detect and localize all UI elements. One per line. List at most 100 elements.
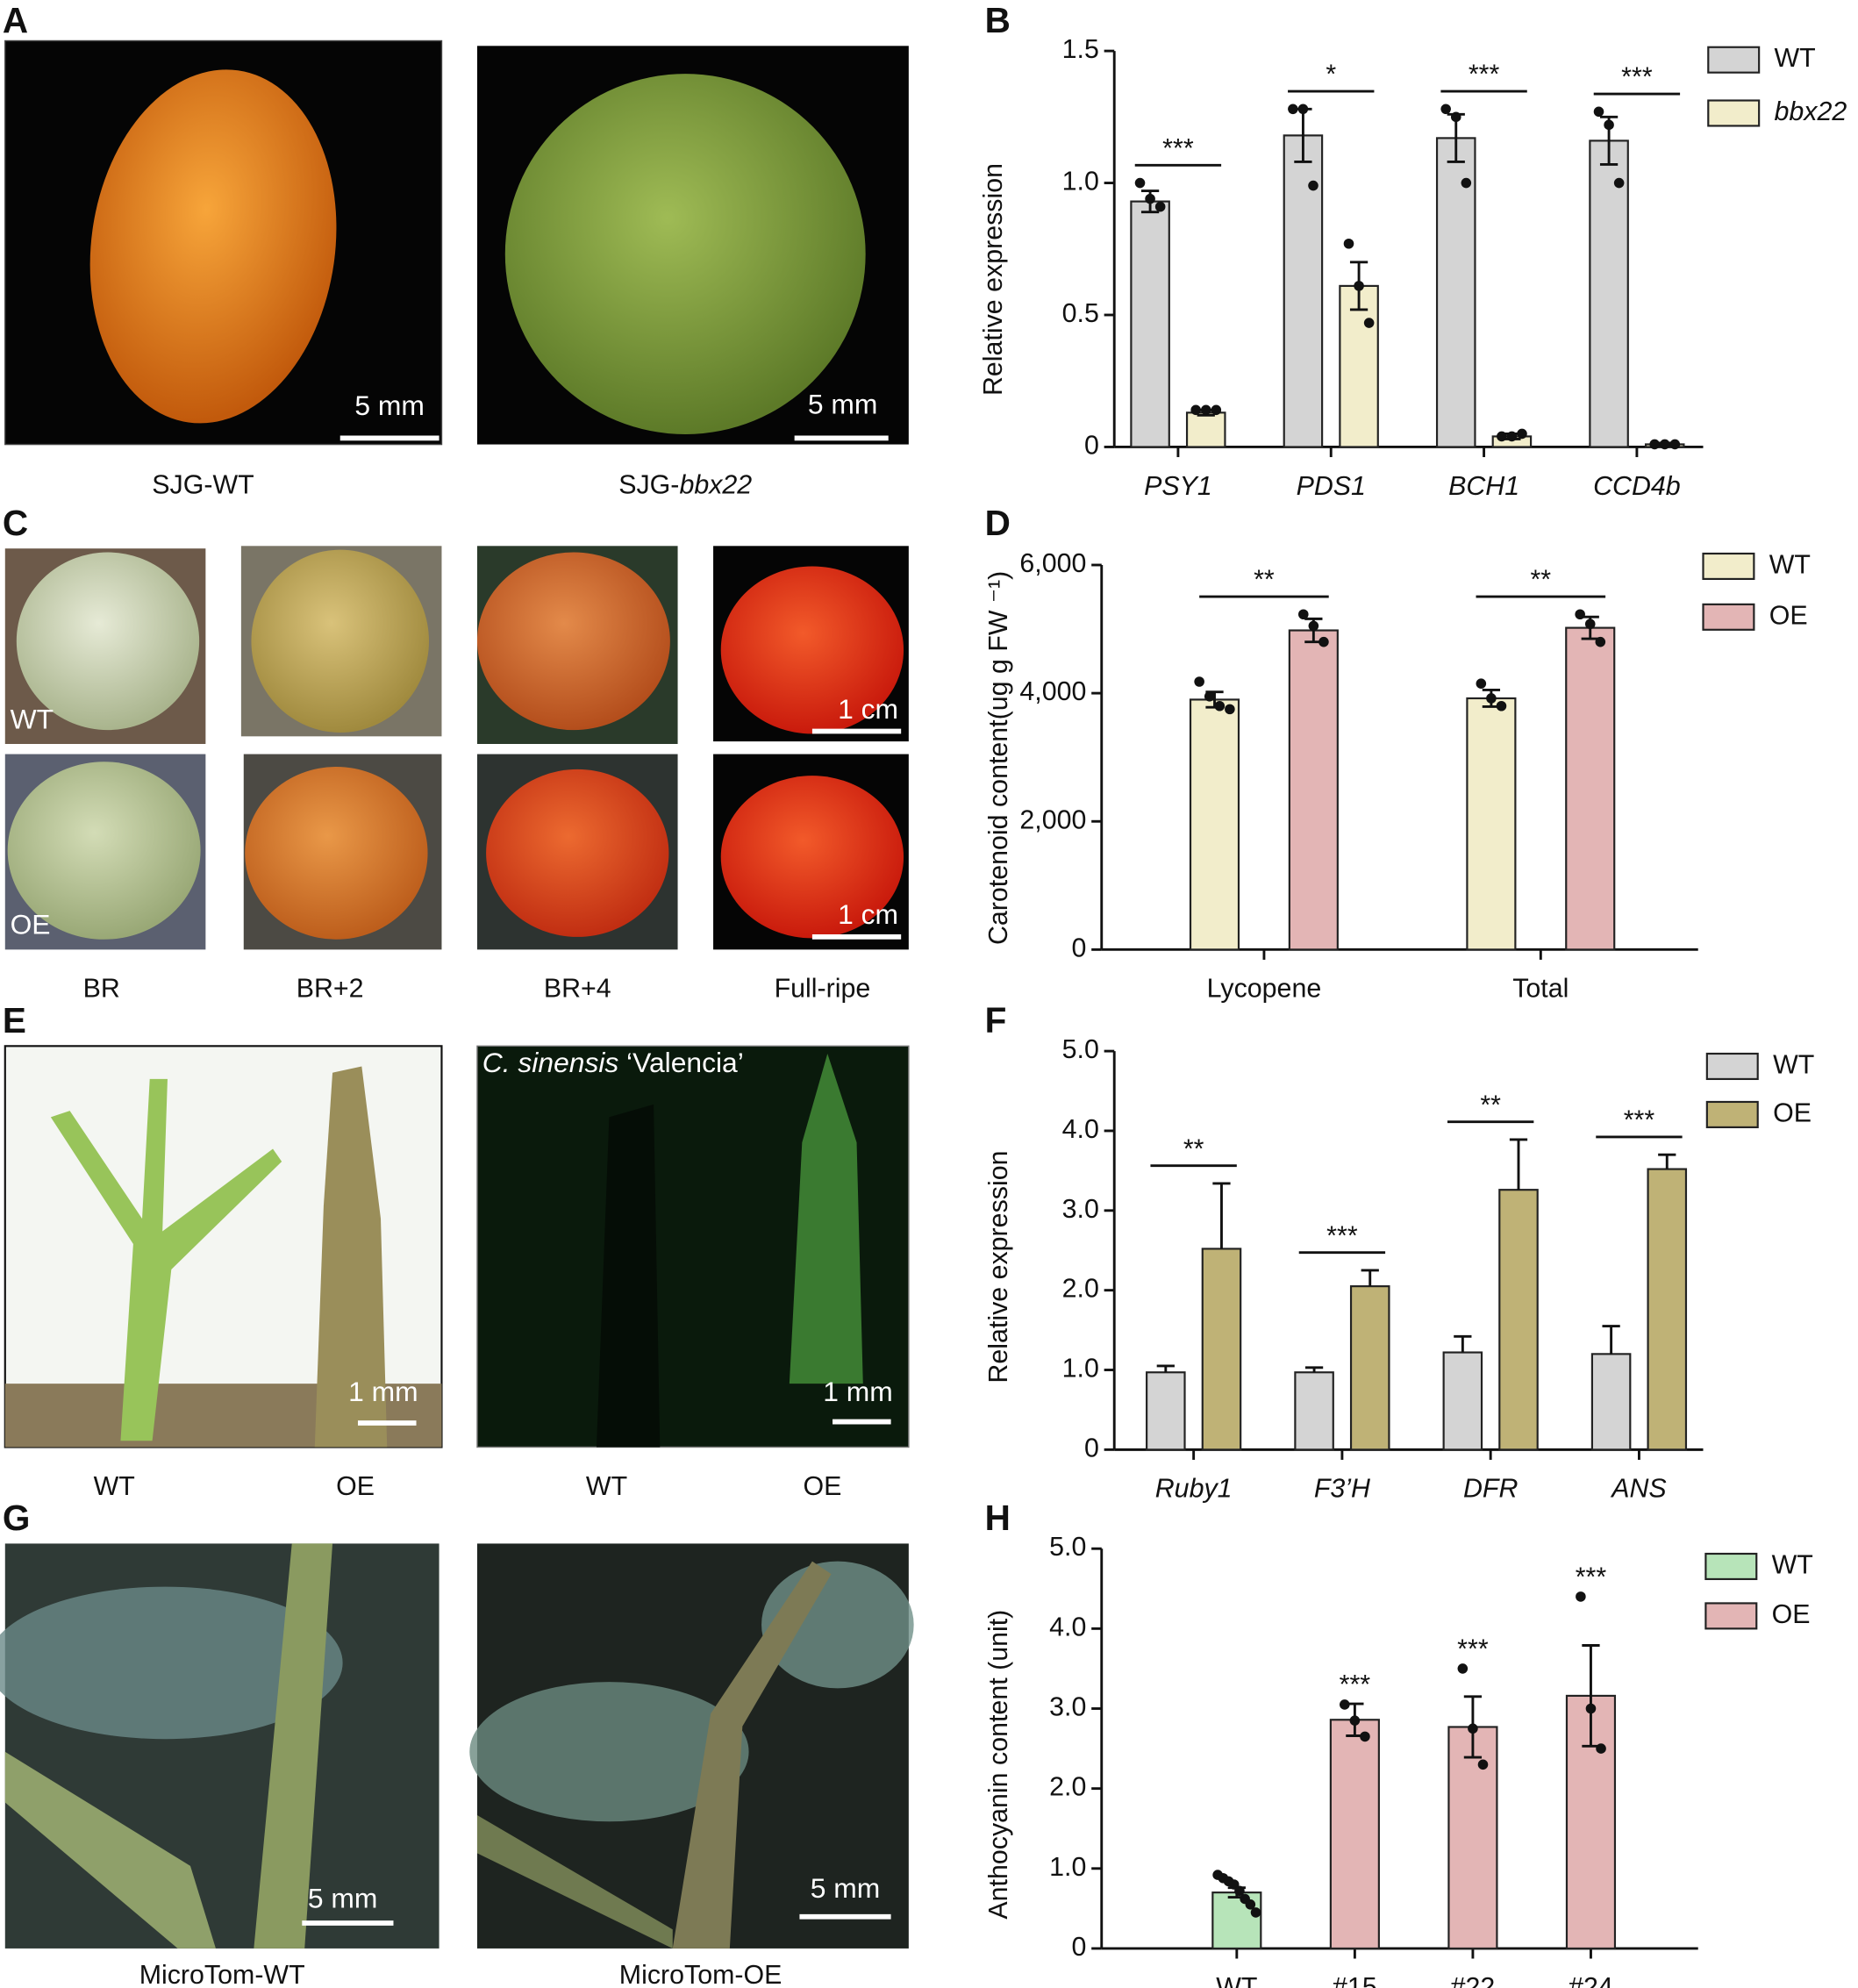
significance-label: ** [1254, 565, 1275, 595]
y-tick-label: 3.0 [1062, 1194, 1099, 1224]
y-tick-label: 0 [1071, 933, 1086, 962]
legend-label: OE [1772, 1599, 1811, 1629]
error-bar [1658, 1153, 1676, 1169]
panel-letter: E [3, 1000, 26, 1040]
y-axis-label: Relative expression [983, 1151, 1013, 1384]
bar [1565, 626, 1616, 951]
data-point [1613, 177, 1625, 189]
y-tick-label: 5.0 [1049, 1532, 1086, 1562]
x-tick-label: F3’H [1314, 1474, 1370, 1504]
bar [1435, 137, 1476, 448]
x-tick-label: ANS [1610, 1474, 1666, 1504]
legend-swatch [1702, 603, 1755, 631]
data-point [1440, 104, 1451, 115]
significance-label: *** [1326, 1220, 1358, 1250]
x-tick-label: Total [1512, 974, 1569, 1004]
data-point [1457, 1663, 1469, 1674]
y-axis-label: Relative expression [978, 163, 1008, 396]
legend-swatch [1702, 552, 1755, 581]
error-bar [1509, 1138, 1528, 1191]
legend-label: bbx22 [1775, 97, 1847, 126]
data-point [1584, 619, 1596, 630]
y-tick-label: 2.0 [1062, 1274, 1099, 1304]
data-point [1318, 636, 1329, 647]
significance-label: *** [1469, 60, 1500, 89]
x-tick-label: Ruby1 [1155, 1474, 1233, 1504]
data-point [1468, 1723, 1478, 1734]
y-axis-label: Anthocyanin content (unit) [983, 1610, 1013, 1920]
photo-label: WT [11, 703, 54, 734]
caption-part: SJG- [618, 469, 679, 499]
caption: OE [804, 1471, 842, 1501]
data-point [1297, 609, 1309, 620]
caption-part: bbx22 [679, 469, 752, 499]
scale-label: 5 mm [811, 1872, 881, 1904]
data-point [1354, 281, 1364, 291]
data-point [1297, 104, 1309, 115]
panel-letter: G [3, 1498, 31, 1538]
data-point [1476, 678, 1487, 689]
data-point [1343, 238, 1354, 249]
y-tick-label: 2,000 [1019, 804, 1086, 834]
legend-label: WT [1772, 1550, 1813, 1580]
significance-label: *** [1576, 1563, 1607, 1592]
caption: OE [336, 1471, 375, 1501]
significance-label: ** [1530, 565, 1551, 595]
bar [1329, 1719, 1380, 1950]
x-tick-label: PSY1 [1144, 471, 1212, 501]
panel-letter: C [3, 503, 28, 543]
legend-swatch [1705, 1100, 1759, 1128]
y-tick-label: 1.0 [1062, 167, 1099, 197]
data-point [1596, 1743, 1606, 1754]
bar [1647, 1168, 1688, 1451]
data-point [1575, 609, 1585, 620]
caption: BR [83, 974, 120, 1004]
data-point [1595, 636, 1606, 647]
significance-label: *** [1457, 1634, 1489, 1664]
data-point [1250, 1907, 1261, 1918]
bar [1339, 284, 1379, 448]
scale-label: 5 mm [354, 390, 425, 421]
data-point [1496, 700, 1507, 712]
significance-label: ** [1183, 1133, 1204, 1163]
error-bar [1602, 1325, 1620, 1355]
x-tick-label: WT [1216, 1972, 1257, 1988]
y-tick-label: 1.0 [1049, 1852, 1086, 1882]
photo-title-part: ‘Valencia’ [626, 1047, 744, 1078]
data-point [1593, 106, 1604, 118]
data-point [1234, 1885, 1245, 1897]
caption: BR+2 [297, 974, 364, 1004]
data-point [1245, 1899, 1256, 1910]
panel-letter: A [3, 0, 28, 40]
error-bar [1156, 1364, 1175, 1373]
photo-label: OE [11, 909, 51, 940]
data-point [1497, 431, 1507, 442]
caption: SJG-WT [152, 469, 254, 499]
y-tick-label: 5.0 [1062, 1034, 1099, 1064]
scale-label: 1 mm [348, 1376, 418, 1407]
caption: WT [586, 1471, 627, 1501]
y-tick-label: 0 [1084, 1433, 1099, 1462]
data-point [1477, 1759, 1489, 1770]
x-tick-label: #24 [1569, 1972, 1613, 1988]
legend-swatch [1704, 1552, 1758, 1581]
data-point [1349, 1715, 1361, 1726]
data-point [1225, 704, 1235, 715]
data-point [1517, 428, 1527, 440]
y-tick-label: 4.0 [1062, 1114, 1099, 1144]
data-point [1145, 193, 1155, 204]
data-point [1604, 119, 1614, 131]
data-point [1200, 404, 1211, 416]
scale-label: 1 cm [838, 898, 898, 930]
x-tick-label: #22 [1451, 1972, 1496, 1988]
bar [1498, 1189, 1539, 1451]
data-point [1194, 676, 1204, 687]
data-point [1506, 431, 1518, 442]
y-tick-label: 1.0 [1062, 1354, 1099, 1384]
x-tick-label: #15 [1333, 1972, 1377, 1988]
data-point [1576, 1591, 1586, 1602]
data-point [1154, 201, 1166, 212]
bar [1466, 697, 1517, 951]
y-tick-label: 0 [1071, 1932, 1086, 1962]
